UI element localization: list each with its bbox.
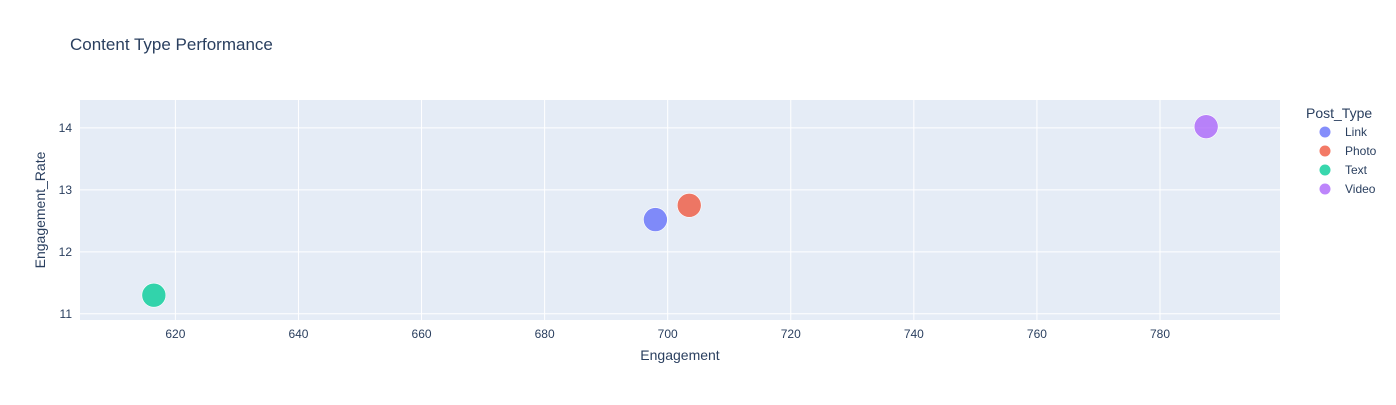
legend-marker (1319, 183, 1331, 195)
y-tick-label: 11 (60, 307, 73, 321)
data-point-video[interactable] (1193, 114, 1219, 139)
x-tick-label: 680 (535, 327, 555, 341)
legend-marker (1319, 126, 1331, 138)
y-tick-label: 14 (59, 121, 73, 135)
y-axis-title: Engagement_Rate (32, 151, 48, 268)
x-tick-label: 780 (1150, 327, 1170, 341)
grid (80, 100, 1280, 320)
x-axis-title: Engagement (640, 347, 720, 363)
legend-label: Link (1345, 125, 1368, 139)
legend-marker (1319, 145, 1331, 157)
data-point-photo[interactable] (676, 193, 702, 218)
legend-item-link[interactable]: Link (1319, 125, 1369, 139)
y-tick-label: 13 (59, 183, 73, 197)
legend-item-photo[interactable]: Photo (1319, 144, 1377, 158)
chart-title: Content Type Performance (70, 35, 273, 54)
legend-label: Photo (1345, 144, 1377, 158)
legend[interactable]: Post_Type Link Photo Text Video (1306, 105, 1377, 196)
x-tick-label: 620 (165, 327, 185, 341)
data-point-text[interactable] (141, 282, 167, 308)
legend-title: Post_Type (1306, 105, 1372, 121)
legend-item-text[interactable]: Text (1319, 163, 1368, 177)
data-point-link[interactable] (643, 207, 668, 232)
x-tick-label: 760 (1027, 327, 1047, 341)
legend-item-video[interactable]: Video (1319, 182, 1376, 196)
x-tick-label: 640 (288, 327, 308, 341)
x-tick-label: 660 (412, 327, 432, 341)
y-tick-label: 12 (59, 245, 73, 259)
data-points (141, 114, 1219, 308)
legend-marker (1319, 164, 1331, 176)
x-tick-label: 740 (904, 327, 924, 341)
x-tick-label: 700 (658, 327, 678, 341)
legend-label: Text (1345, 163, 1368, 177)
tick-labels: 620 640 660 680 700 720 740 760 780 11 12 13 14 (59, 121, 1171, 341)
legend-label: Video (1345, 182, 1376, 196)
x-tick-label: 720 (781, 327, 801, 341)
